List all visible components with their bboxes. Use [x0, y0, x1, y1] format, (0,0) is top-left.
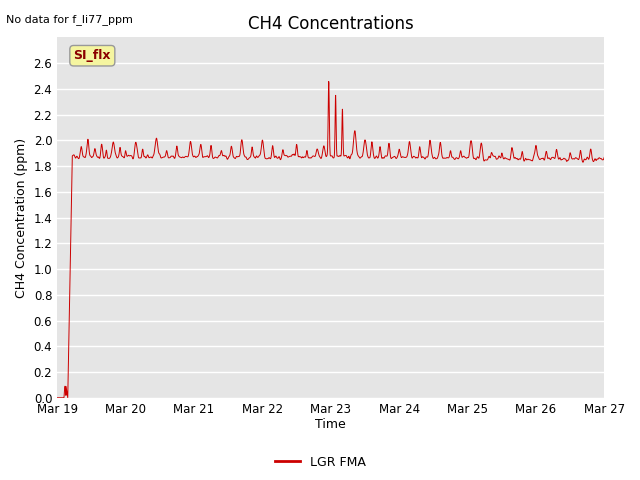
Text: No data for f_li77_ppm: No data for f_li77_ppm [6, 14, 133, 25]
Y-axis label: CH4 Concentration (ppm): CH4 Concentration (ppm) [15, 137, 28, 298]
Title: CH4 Concentrations: CH4 Concentrations [248, 15, 413, 33]
Legend: LGR FMA: LGR FMA [269, 451, 371, 474]
Text: SI_flx: SI_flx [74, 49, 111, 62]
X-axis label: Time: Time [316, 419, 346, 432]
